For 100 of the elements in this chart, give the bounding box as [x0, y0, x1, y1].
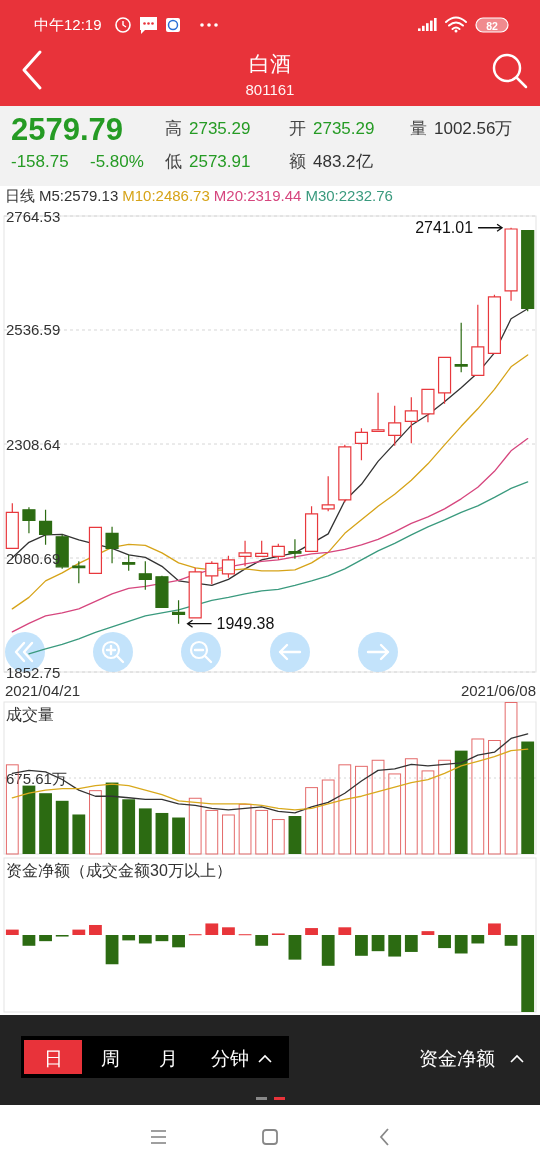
text: 资金净额	[419, 1048, 495, 1069]
candlestick	[504, 227, 518, 302]
bar	[205, 809, 219, 855]
candlestick	[221, 555, 236, 579]
text: 82	[486, 19, 498, 32]
candlestick	[371, 392, 385, 432]
bar	[288, 816, 302, 854]
text: 额	[289, 152, 306, 171]
bar	[271, 819, 285, 855]
bar	[238, 803, 252, 855]
candlestick	[22, 506, 36, 534]
candlestick	[321, 475, 335, 512]
bar	[122, 935, 136, 941]
y-tick-label: 2536.59	[6, 321, 61, 339]
bar	[172, 817, 185, 854]
text: -158.75	[11, 152, 69, 171]
candlestick	[304, 505, 319, 553]
bar	[371, 759, 385, 855]
bar	[138, 808, 152, 854]
bar	[305, 928, 318, 935]
candlestick	[454, 322, 468, 373]
text: 1002.56万	[434, 119, 513, 138]
bar	[471, 935, 485, 944]
bar	[305, 787, 318, 855]
bar	[39, 935, 52, 942]
bar	[122, 799, 136, 854]
legend-title: 日线	[5, 187, 35, 204]
chart-subtitle: 801161	[245, 81, 295, 98]
bar	[421, 770, 435, 855]
candlestick	[255, 540, 269, 557]
text: 483.2亿	[313, 152, 373, 171]
bar	[22, 785, 36, 854]
bar	[388, 773, 402, 855]
text: 日	[43, 1048, 63, 1069]
bar	[438, 935, 451, 949]
text: 低	[165, 152, 182, 171]
text: 开	[289, 119, 306, 138]
candlestick	[471, 304, 485, 377]
text: 2735.29	[313, 119, 375, 138]
chart-title: 成交量	[6, 706, 54, 723]
text: M5:2579.13	[39, 187, 119, 204]
bar	[488, 923, 501, 935]
candlestick	[38, 509, 53, 546]
annotation: 1949.38	[216, 615, 275, 633]
candlestick	[88, 526, 103, 574]
candlestick	[404, 396, 418, 444]
text: 周	[100, 1048, 120, 1069]
candlestick	[521, 230, 535, 312]
candlestick	[122, 554, 136, 572]
text: 量	[410, 119, 427, 138]
bar	[222, 814, 235, 855]
text: 2579.79	[11, 112, 124, 147]
bar	[155, 812, 169, 854]
bar	[404, 758, 418, 855]
bar	[222, 927, 235, 935]
candlestick	[205, 560, 219, 585]
candlestick	[171, 599, 186, 625]
text: M10:2486.73	[122, 187, 210, 204]
bar	[454, 935, 468, 954]
candlestick	[72, 560, 86, 584]
text: 分钟	[211, 1048, 249, 1069]
y-tick-label: 2308.64	[6, 435, 61, 453]
bar	[155, 935, 169, 942]
bar	[39, 793, 52, 854]
chart-title: 白酒	[249, 52, 291, 75]
y-tick-label: 2764.53	[6, 207, 61, 225]
candlestick	[487, 294, 502, 355]
bar	[172, 935, 185, 948]
candlestick	[138, 560, 152, 591]
bar	[321, 935, 335, 966]
bar	[205, 923, 219, 935]
chart-title: 资金净额（成交金额30万以上）	[6, 862, 232, 879]
candlestick	[338, 444, 352, 503]
text: M20:2319.44	[213, 187, 302, 204]
bar	[89, 924, 102, 935]
candlestick	[421, 388, 435, 423]
bar	[105, 935, 119, 965]
candlestick	[354, 427, 369, 461]
text: 中午12:19	[34, 16, 102, 33]
bar	[321, 779, 335, 855]
candlestick	[388, 405, 402, 447]
bar	[255, 935, 269, 946]
bar	[105, 782, 119, 854]
candlestick	[288, 538, 302, 560]
text: 2021/04/21	[5, 682, 81, 699]
bar	[454, 750, 468, 854]
candlestick	[188, 567, 202, 619]
bar	[504, 702, 518, 855]
bar	[338, 927, 352, 935]
bar	[188, 797, 202, 855]
y-tick-label: 1852.75	[6, 663, 61, 681]
bar	[22, 935, 36, 946]
bar	[438, 759, 451, 855]
candlestick	[238, 540, 252, 567]
bar	[521, 935, 535, 1012]
bar	[504, 935, 518, 946]
bar	[5, 929, 19, 935]
bar	[138, 935, 152, 944]
text: 2735.29	[189, 119, 251, 138]
candlestick	[5, 502, 19, 549]
